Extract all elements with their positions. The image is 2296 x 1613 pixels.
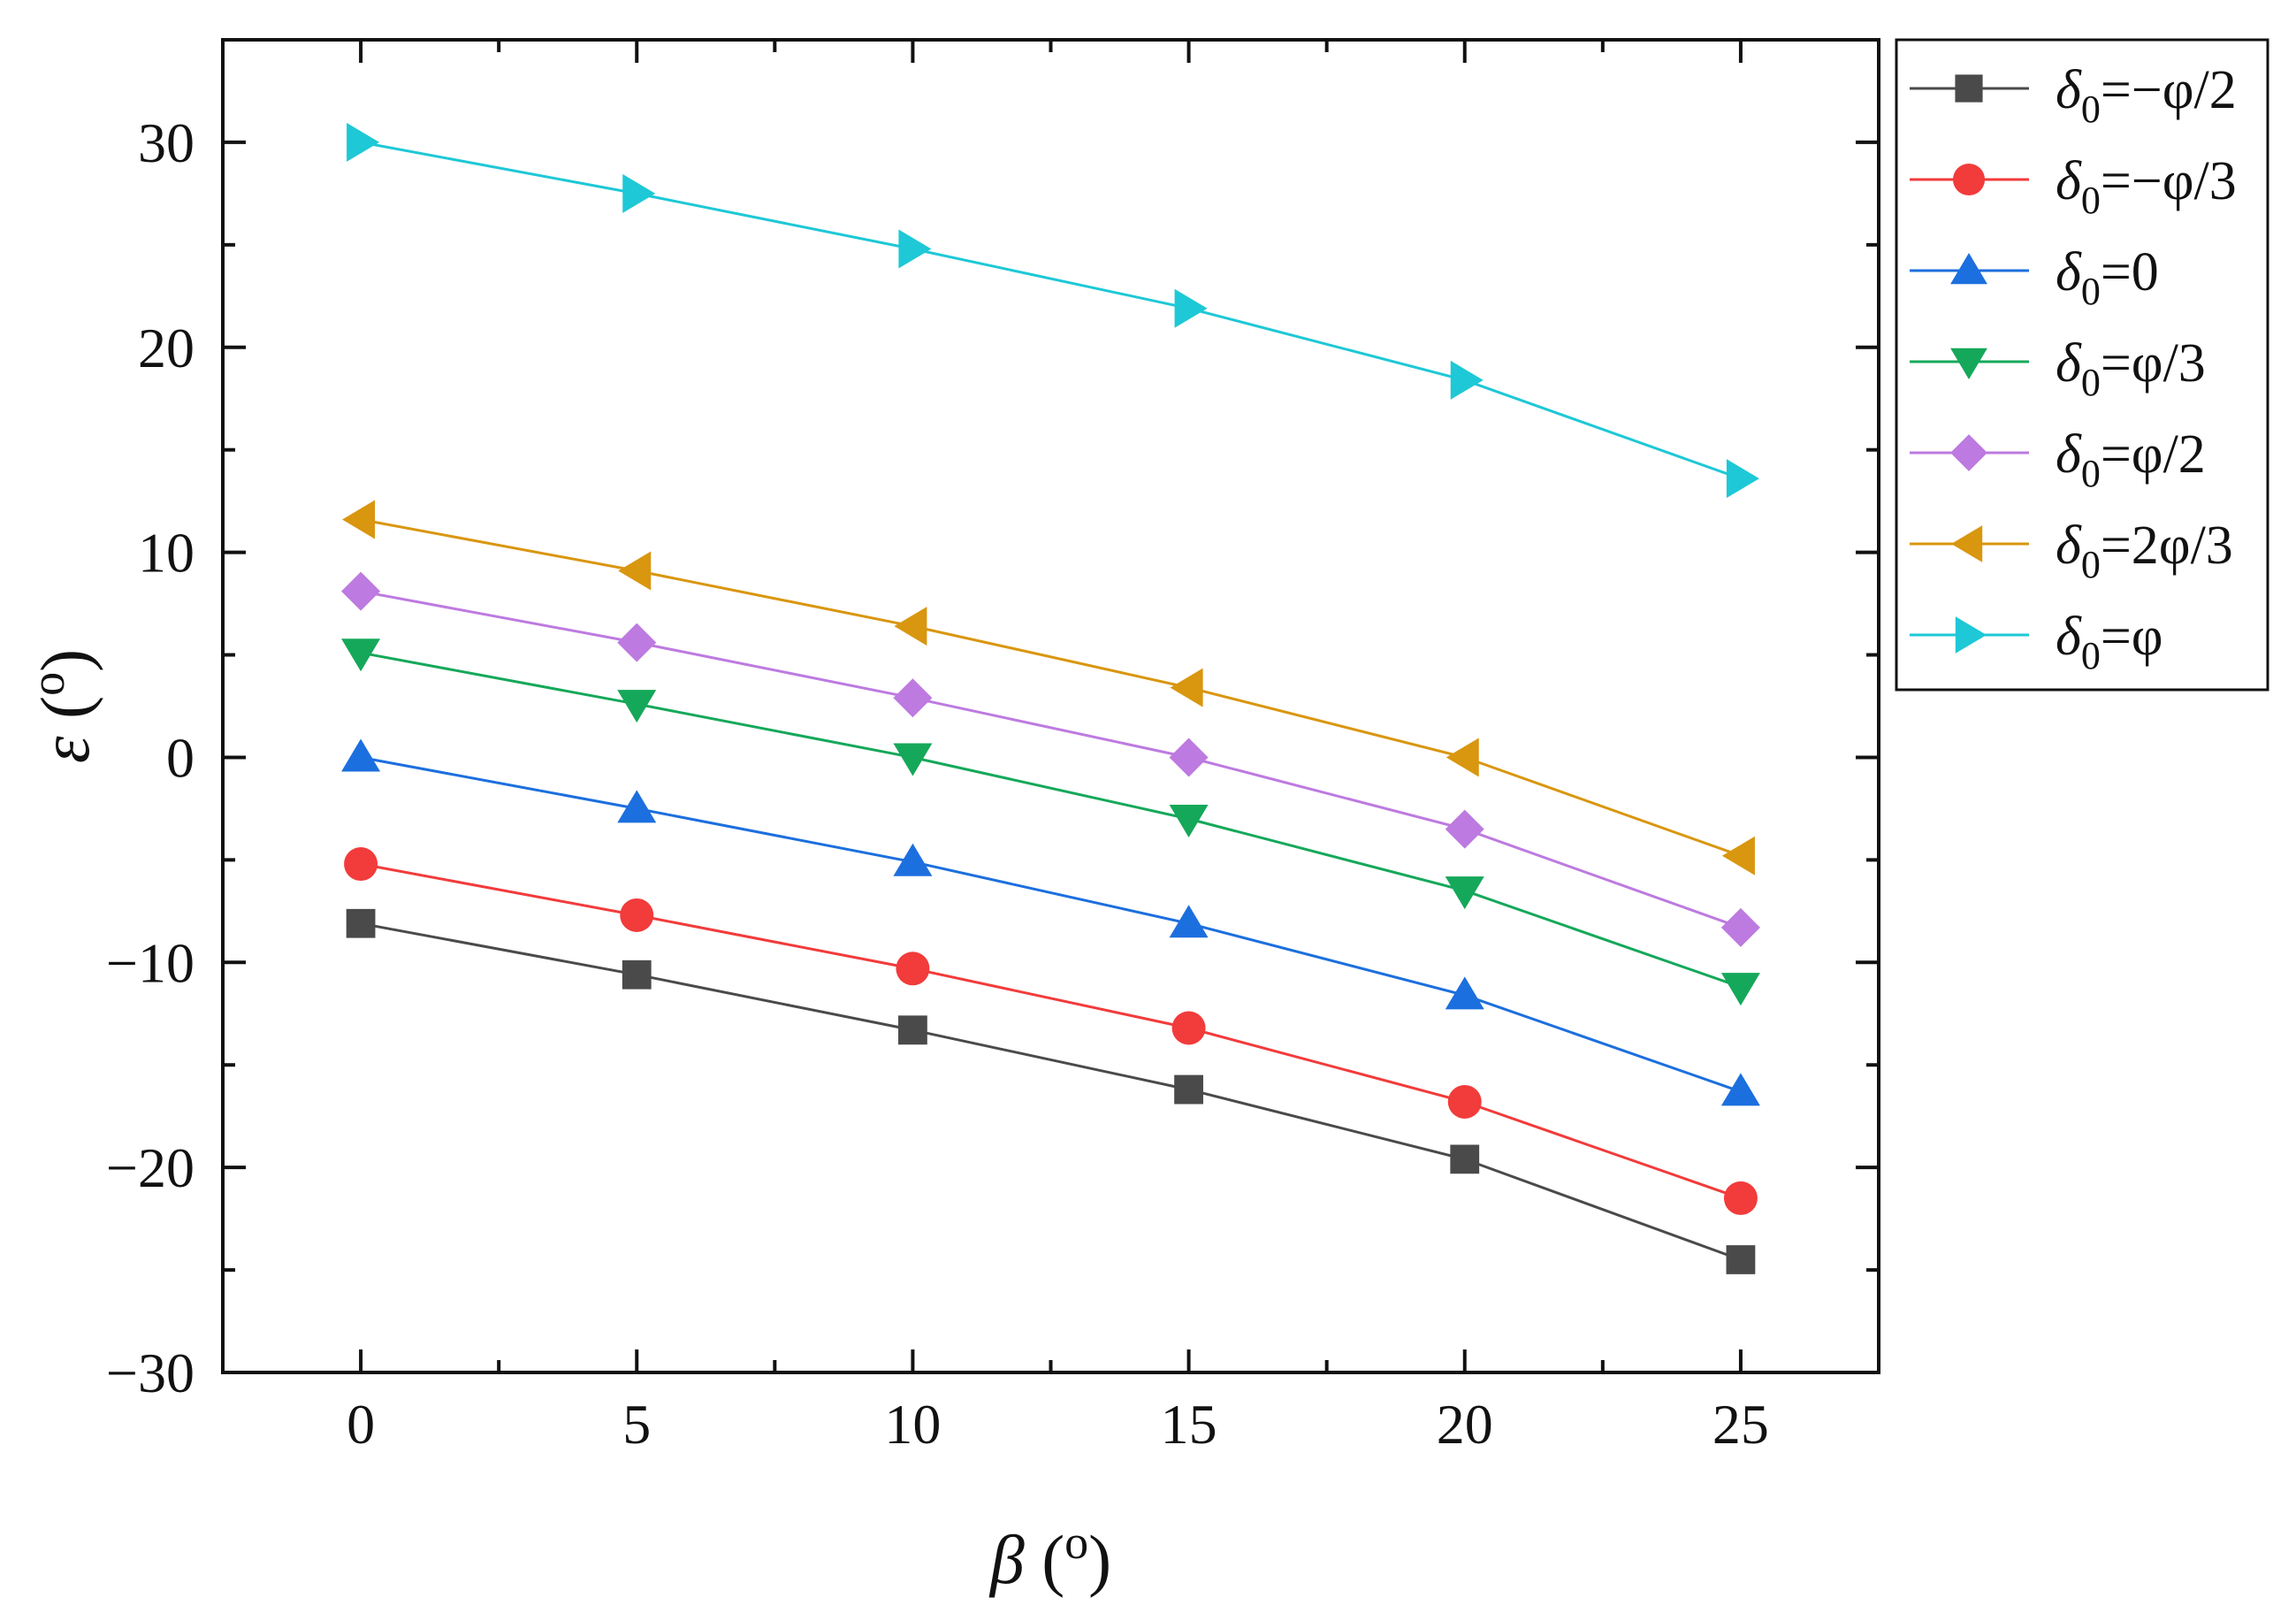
data-point — [1174, 288, 1208, 328]
data-point — [1450, 360, 1484, 400]
legend-marker — [1950, 434, 1987, 471]
data-point — [1171, 1011, 1206, 1045]
series-line — [360, 921, 1742, 1261]
legend-marker — [1955, 616, 1987, 654]
data-point — [622, 173, 656, 213]
data-point — [1170, 668, 1203, 707]
data-point — [342, 500, 376, 539]
series-3 — [341, 738, 1760, 1106]
x-tick-label: 0 — [347, 1393, 375, 1456]
data-point — [1723, 1181, 1758, 1215]
legend-marker — [1951, 525, 1983, 562]
series-5 — [341, 571, 1760, 947]
series-7 — [347, 122, 1759, 499]
series-2 — [344, 847, 1758, 1215]
data-point — [1169, 738, 1209, 777]
legend-entry-5: δ0=φ/2 — [1910, 424, 2206, 495]
legend-label: δ0=φ/2 — [2056, 424, 2206, 495]
data-point — [1169, 905, 1209, 938]
data-point — [618, 551, 652, 591]
legend-entry-7: δ0=φ — [1910, 607, 2163, 677]
x-tick-label: 5 — [622, 1393, 651, 1456]
legend-label: δ0=−φ/3 — [2056, 151, 2237, 222]
x-tick-label: 20 — [1437, 1393, 1493, 1456]
series-line — [360, 590, 1742, 929]
data-point — [617, 790, 657, 823]
legend-label: δ0=−φ/2 — [2056, 60, 2237, 131]
data-point — [898, 229, 932, 269]
data-point — [620, 898, 654, 932]
data-point — [1445, 738, 1479, 777]
legend-entry-3: δ0=0 — [1910, 242, 2159, 313]
data-point — [893, 743, 933, 776]
data-point — [1445, 976, 1484, 1010]
series-6 — [342, 500, 1755, 875]
data-point — [341, 738, 381, 772]
data-point — [1445, 876, 1484, 910]
x-tick-label: 10 — [884, 1393, 941, 1456]
data-point — [894, 607, 927, 646]
data-point — [346, 908, 376, 938]
data-point — [1174, 1074, 1203, 1105]
legend-entry-6: δ0=2φ/3 — [1910, 516, 2233, 586]
series-line — [360, 756, 1742, 1093]
data-point — [344, 847, 378, 882]
legend-marker — [1950, 253, 1987, 285]
data-point — [347, 122, 380, 162]
data-point — [898, 1015, 927, 1045]
legend: δ0=−φ/2 δ0=−φ/3 δ0=0 δ0=φ/3 δ0=φ/2 δ0=2φ/3 δ0=… — [1895, 38, 2269, 692]
legend-marker — [1952, 163, 1986, 196]
y-tick-label: 30 — [138, 111, 195, 174]
y-tick-label: 20 — [138, 317, 195, 379]
data-point — [1169, 805, 1209, 838]
series-line — [360, 862, 1742, 1200]
series-line — [360, 518, 1742, 858]
plot-frame — [221, 38, 1880, 1374]
legend-marker — [1950, 348, 1987, 379]
plot-area — [341, 122, 1760, 1274]
data-point — [1720, 907, 1760, 947]
axes: 0 5 10 15 20 25 −30 −20 −10 0 10 20 30 β (o) ε (o) — [21, 38, 1880, 1598]
legend-label: δ0=φ — [2056, 607, 2163, 677]
data-point — [1445, 809, 1484, 849]
series-line — [360, 141, 1742, 480]
series-1 — [346, 908, 1756, 1274]
legend-label: δ0=2φ/3 — [2056, 516, 2233, 586]
legend-box — [1895, 38, 2269, 692]
data-point — [893, 678, 933, 718]
y-tick-label: −10 — [106, 931, 195, 994]
data-point — [1720, 973, 1760, 1006]
legend-label: δ0=0 — [2056, 242, 2159, 313]
legend-marker — [1955, 74, 1983, 103]
x-axis-title: β (o) — [988, 1516, 1111, 1598]
data-point — [1450, 1144, 1480, 1174]
data-point — [341, 571, 381, 611]
y-axis-title: ε (o) — [21, 649, 103, 763]
data-point — [1720, 1073, 1760, 1106]
x-tick-label: 25 — [1712, 1393, 1769, 1456]
data-point — [1726, 1245, 1756, 1274]
data-point — [896, 952, 930, 986]
legend-entry-4: δ0=φ/3 — [1910, 333, 2206, 404]
data-point — [617, 623, 657, 662]
data-point — [1447, 1084, 1482, 1119]
legend-entry-2: δ0=−φ/3 — [1910, 151, 2237, 222]
data-point — [1726, 459, 1759, 499]
y-tick-label: −30 — [106, 1342, 195, 1404]
data-point — [1721, 836, 1755, 875]
x-tick-label: 15 — [1161, 1393, 1217, 1456]
data-point — [341, 638, 381, 672]
series-line — [360, 651, 1742, 989]
data-point — [893, 843, 933, 876]
series-4 — [341, 638, 1760, 1006]
legend-label: δ0=φ/3 — [2056, 333, 2206, 404]
legend-entry-1: δ0=−φ/2 — [1910, 60, 2237, 131]
y-tick-label: 10 — [138, 522, 195, 585]
y-tick-label: −20 — [106, 1136, 195, 1199]
y-tick-label: 0 — [166, 726, 195, 789]
data-point — [622, 959, 652, 990]
data-point — [617, 690, 657, 723]
